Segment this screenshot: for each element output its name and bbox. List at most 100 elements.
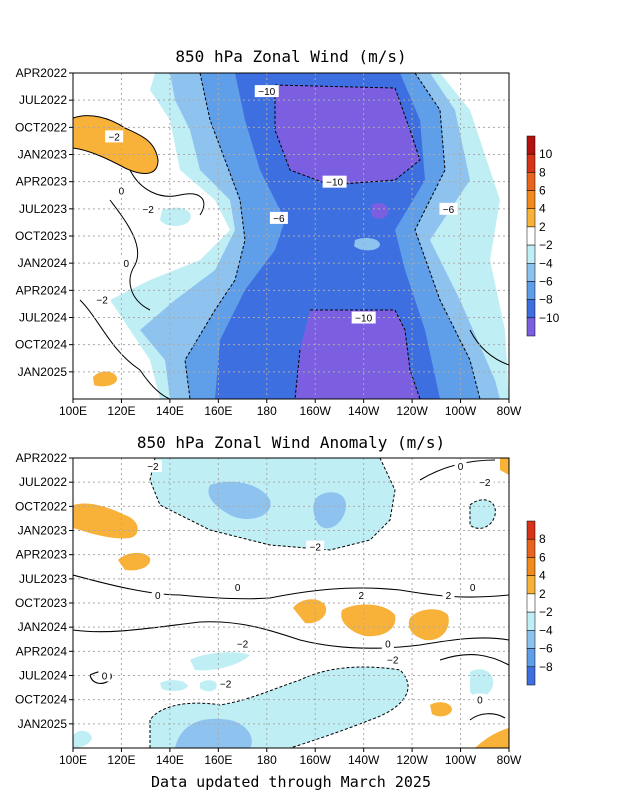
colorbar-label: −4 bbox=[539, 256, 553, 270]
y-tick-label: OCT2023 bbox=[15, 229, 67, 243]
contour-label-box bbox=[233, 637, 252, 650]
y-tick-label: OCT2024 bbox=[15, 338, 67, 352]
panel2-colorbar: 8 6 4 2 −2 −4 −6 −8 bbox=[526, 520, 553, 686]
x-tick-label: 100E bbox=[59, 404, 87, 418]
panel1-y-axis: APR2022 JUL2022 OCT2022 JAN2023 APR2023 JUL20… bbox=[15, 66, 73, 379]
contour-label: −10 bbox=[355, 314, 372, 325]
y-tick-label: OCT2022 bbox=[15, 499, 67, 513]
p2-neg-mid bbox=[190, 652, 250, 671]
colorbar-segment bbox=[526, 520, 536, 540]
colorbar-segment bbox=[526, 263, 536, 282]
colorbar-segment bbox=[526, 666, 536, 686]
contour-label: 0 bbox=[458, 462, 464, 473]
colorbar-segment bbox=[526, 611, 536, 631]
colorbar-label: −8 bbox=[539, 293, 553, 307]
contour-label: −2 bbox=[237, 639, 249, 650]
y-tick-label: JAN2024 bbox=[18, 620, 68, 634]
contour-label: −10 bbox=[258, 87, 275, 98]
y-tick-label: JUL2024 bbox=[19, 669, 67, 683]
colorbar-segment bbox=[526, 172, 536, 191]
colorbar-label: −6 bbox=[539, 274, 553, 288]
colorbar-label: 2 bbox=[539, 220, 546, 234]
y-tick-label: APR2022 bbox=[16, 66, 68, 80]
y-tick-label: OCT2023 bbox=[15, 596, 67, 610]
contour-label: −2 bbox=[108, 132, 120, 143]
p1-positive-area bbox=[73, 115, 158, 174]
x-tick-label: 80W bbox=[497, 404, 522, 418]
colorbar-segment bbox=[526, 135, 536, 155]
colorbar-label: −10 bbox=[539, 311, 560, 325]
contour-label-box bbox=[115, 184, 128, 197]
contour-label-box bbox=[473, 693, 486, 706]
contour-label: 0 bbox=[155, 591, 161, 602]
p1-cyan-blob2 bbox=[354, 237, 380, 251]
colorbar-label: 2 bbox=[539, 587, 546, 601]
contour-label-box bbox=[383, 653, 402, 666]
colorbar-segment bbox=[526, 190, 536, 209]
colorbar-label: 6 bbox=[539, 550, 546, 564]
contour-label: 0 bbox=[470, 583, 476, 594]
p2-neg-mid2 bbox=[160, 680, 188, 691]
x-tick-label: 140W bbox=[348, 404, 380, 418]
p2-pos-right bbox=[430, 702, 452, 717]
y-tick-label: JUL2023 bbox=[19, 572, 67, 586]
y-tick-label: APR2024 bbox=[16, 283, 68, 297]
y-tick-label: JAN2025 bbox=[18, 717, 68, 731]
contour-label-box bbox=[139, 202, 158, 215]
x-tick-label: 120W bbox=[396, 753, 428, 767]
y-tick-label: JUL2023 bbox=[19, 202, 67, 216]
contour-label: 0 bbox=[477, 696, 483, 707]
x-tick-label: 80W bbox=[497, 753, 522, 767]
y-tick-label: JAN2024 bbox=[18, 256, 68, 270]
p1-level-minus10-blob bbox=[371, 202, 389, 219]
p1-cyan-blob bbox=[160, 207, 191, 226]
x-tick-label: 100E bbox=[59, 753, 87, 767]
panel1-colorbar: 10 8 6 4 2 −2 −4 −6 −8 −10 bbox=[526, 135, 560, 337]
colorbar-label: −6 bbox=[539, 642, 553, 656]
contour-label-box bbox=[93, 293, 112, 306]
contour-label: −2 bbox=[310, 543, 322, 554]
contour-label: 0 bbox=[385, 639, 391, 650]
x-tick-label: 140E bbox=[156, 404, 184, 418]
colorbar-segment bbox=[526, 208, 536, 228]
contour-label-box bbox=[454, 460, 467, 473]
colorbar-label: 6 bbox=[539, 184, 546, 198]
contour-label-box bbox=[381, 637, 394, 650]
contour-label: −2 bbox=[96, 295, 108, 306]
x-tick-label: 140W bbox=[348, 753, 380, 767]
contour-label-box bbox=[439, 202, 458, 215]
footer-note: Data updated through March 2025 bbox=[151, 773, 431, 791]
contour-label-box bbox=[269, 211, 288, 224]
colorbar-segment bbox=[526, 244, 536, 264]
contour-label-box bbox=[216, 677, 235, 690]
contour-label: 0 bbox=[119, 187, 125, 198]
p2-pos-mid2 bbox=[341, 604, 396, 637]
y-tick-label: JAN2025 bbox=[18, 365, 68, 379]
y-tick-label: JAN2023 bbox=[18, 148, 68, 162]
x-tick-label: 180 bbox=[257, 753, 277, 767]
p1-level-minus10-bot bbox=[295, 310, 420, 399]
colorbar-label: 8 bbox=[539, 165, 546, 179]
x-tick-label: 120E bbox=[107, 404, 135, 418]
colorbar-segment bbox=[526, 317, 536, 337]
contour-label-box bbox=[254, 85, 279, 98]
colorbar-label: −2 bbox=[539, 605, 553, 619]
x-tick-label: 160W bbox=[300, 404, 332, 418]
x-tick-label: 120W bbox=[396, 404, 428, 418]
contour-label: 0 bbox=[124, 259, 130, 270]
p2-pos-mid1 bbox=[293, 599, 327, 624]
p2-pos-corner bbox=[475, 728, 509, 748]
p2-neg-right-low bbox=[470, 669, 494, 697]
panel1-x-axis: 100E 120E 140E 160E 180 160W 140W 120W 100W 80W bbox=[59, 399, 522, 418]
contour-label: −6 bbox=[443, 205, 455, 216]
x-tick-label: 100W bbox=[445, 404, 477, 418]
contour-label-box bbox=[105, 130, 124, 143]
contour-label-box bbox=[143, 460, 162, 473]
contour-label-box bbox=[351, 311, 376, 324]
colorbar-segment bbox=[526, 630, 536, 649]
colorbar-segment bbox=[526, 538, 536, 558]
contour-label: −2 bbox=[142, 205, 154, 216]
contour-label-box bbox=[120, 257, 133, 270]
p2-neg-mid3 bbox=[200, 680, 218, 692]
